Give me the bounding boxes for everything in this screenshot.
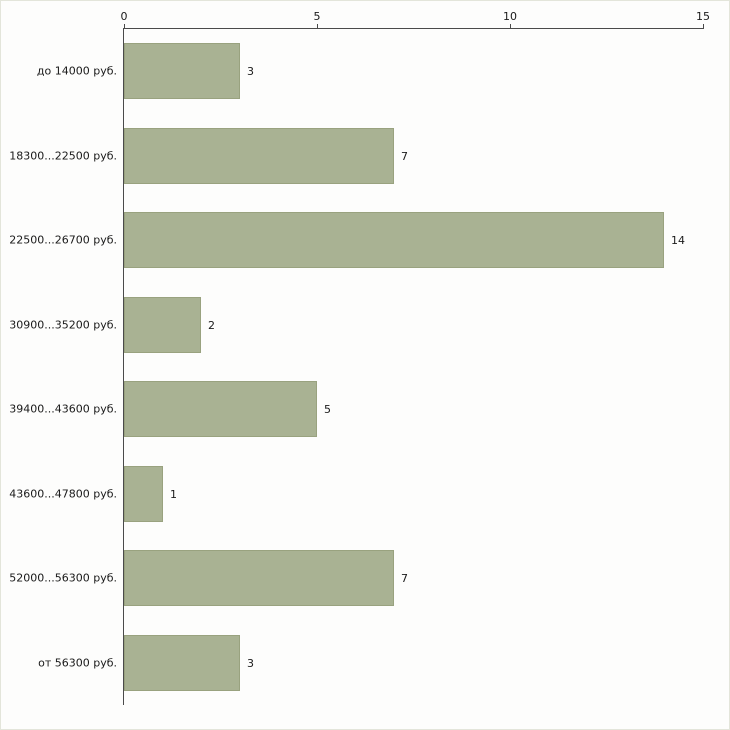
category-label: 30900...35200 руб. bbox=[9, 318, 117, 332]
chart-row: 3 bbox=[124, 635, 703, 691]
chart-row: 5 bbox=[124, 381, 703, 437]
bar-value-label: 5 bbox=[324, 402, 331, 416]
bar-52000...56300 руб. bbox=[124, 550, 394, 606]
category-label: 18300...22500 руб. bbox=[9, 149, 117, 163]
x-axis-tick-label: 15 bbox=[696, 10, 710, 23]
bar-22500...26700 руб. bbox=[124, 212, 664, 268]
chart-row: 3 bbox=[124, 43, 703, 99]
x-axis-tick-mark bbox=[510, 24, 511, 29]
bar-value-label: 14 bbox=[671, 233, 685, 247]
x-axis-tick-label: 10 bbox=[503, 10, 517, 23]
chart-row: 1 bbox=[124, 466, 703, 522]
chart-row: 2 bbox=[124, 297, 703, 353]
bar-43600...47800 руб. bbox=[124, 466, 163, 522]
bar-value-label: 3 bbox=[247, 64, 254, 78]
category-label: 52000...56300 руб. bbox=[9, 571, 117, 585]
x-axis-tick-mark bbox=[124, 24, 125, 29]
category-label: 22500...26700 руб. bbox=[9, 233, 117, 247]
bar-30900...35200 руб. bbox=[124, 297, 201, 353]
x-axis-tick-mark bbox=[703, 24, 704, 29]
bar-value-label: 7 bbox=[401, 149, 408, 163]
category-label: 43600...47800 руб. bbox=[9, 487, 117, 501]
category-label: до 14000 руб. bbox=[36, 64, 117, 78]
x-axis-tick-label: 5 bbox=[313, 10, 321, 23]
category-label: от 56300 руб. bbox=[38, 656, 117, 670]
x-axis-tick-mark bbox=[317, 24, 318, 29]
bar-value-label: 7 bbox=[401, 571, 408, 585]
bar-39400...43600 руб. bbox=[124, 381, 317, 437]
chart-row: 7 bbox=[124, 550, 703, 606]
plot-area: 0 5 10 15 3 7 14 2 5 1 7 3 bbox=[121, 10, 710, 705]
chart-row: 14 bbox=[124, 212, 703, 268]
category-label: 39400...43600 руб. bbox=[9, 402, 117, 416]
bar-18300...22500 руб. bbox=[124, 128, 394, 184]
chart-row: 7 bbox=[124, 128, 703, 184]
x-axis-tick-label: 0 bbox=[120, 10, 128, 23]
bar-value-label: 3 bbox=[247, 656, 254, 670]
bar-value-label: 2 bbox=[208, 318, 215, 332]
bar-от 56300 руб. bbox=[124, 635, 240, 691]
bar-до 14000 руб. bbox=[124, 43, 240, 99]
bar-value-label: 1 bbox=[170, 487, 177, 501]
